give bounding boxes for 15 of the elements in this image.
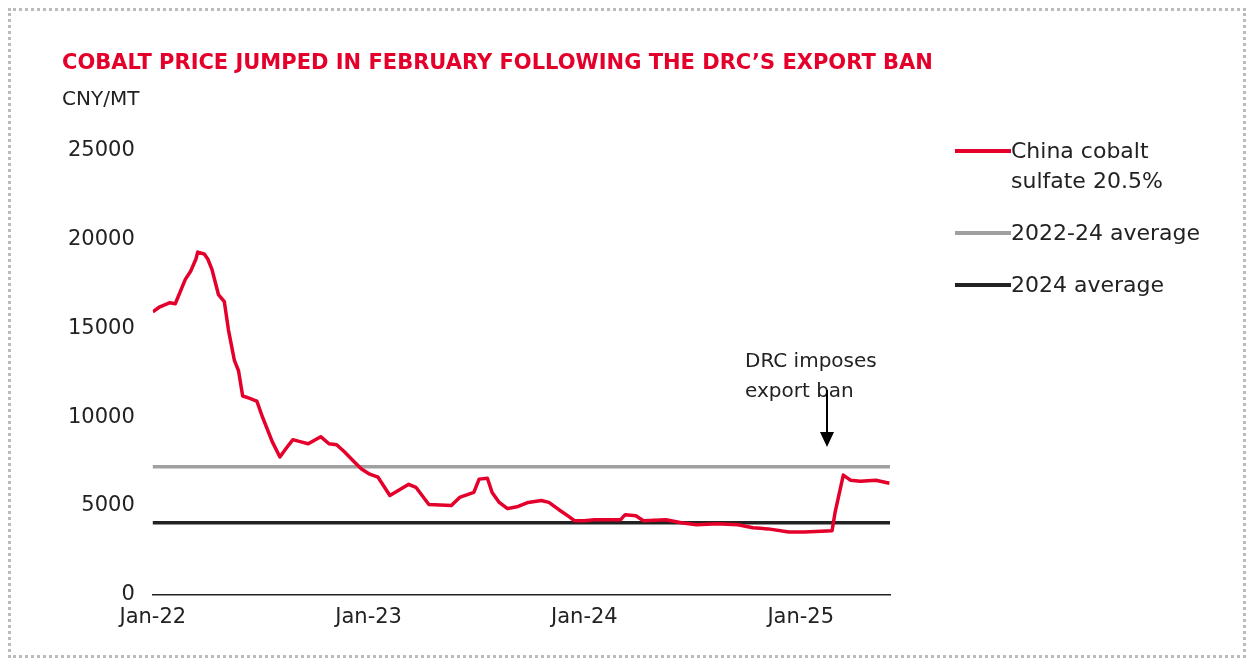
chart-title: COBALT PRICE JUMPED IN FEBRUARY FOLLOWING THE DRC’S EXPORT BAN [62, 50, 933, 74]
x-tick-label: Jan-25 [765, 603, 835, 628]
y-tick-label: 10000 [67, 403, 135, 428]
x-tick-label: Jan-23 [333, 603, 402, 628]
y-tick-label: 5000 [81, 492, 135, 517]
legend-label: 2022-24 average [1011, 219, 1201, 247]
y-tick-label: 20000 [67, 225, 135, 250]
y-tick-label: 15000 [67, 314, 135, 339]
legend-label: 2024 average [1011, 271, 1166, 299]
y-tick-label: 25000 [67, 137, 135, 162]
y-axis-title: CNY/MT [62, 86, 140, 110]
y-tick-label: 0 [121, 581, 135, 606]
x-tick-label: Jan-24 [549, 603, 618, 628]
x-tick-label: Jan-22 [117, 603, 187, 628]
legend-label: China cobalt sulfate 20.5% [1011, 137, 1164, 195]
